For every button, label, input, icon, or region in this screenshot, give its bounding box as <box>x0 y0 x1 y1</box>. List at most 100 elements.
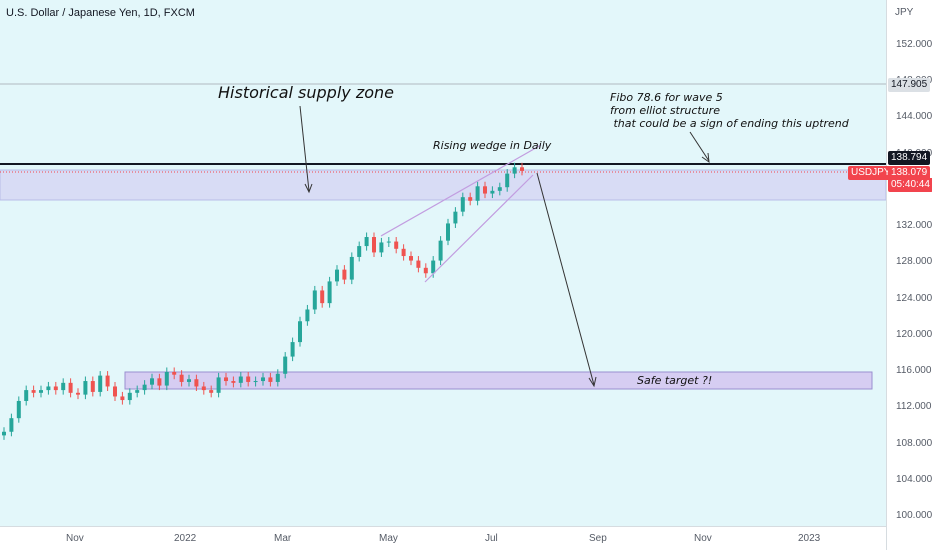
time-tick-label: 2023 <box>798 533 821 544</box>
candle-body[interactable] <box>305 309 310 322</box>
candle-body[interactable] <box>320 290 325 304</box>
candle-body[interactable] <box>238 376 243 383</box>
candle-body[interactable] <box>490 190 495 194</box>
candle-body[interactable] <box>120 396 125 401</box>
fibo-label-line3: that could be a sign of ending this uptr… <box>610 117 849 130</box>
candle-body[interactable] <box>105 375 110 387</box>
candle-body[interactable] <box>24 390 29 401</box>
price-tick-label: 152.000 <box>896 39 932 50</box>
candle-body[interactable] <box>164 371 169 386</box>
candle-body[interactable] <box>61 382 66 391</box>
candle-body[interactable] <box>364 237 369 247</box>
candle-body[interactable] <box>187 379 191 382</box>
candle-body[interactable] <box>98 375 103 392</box>
candle-body[interactable] <box>520 167 524 171</box>
candle-body[interactable] <box>298 321 302 343</box>
candle-body[interactable] <box>90 381 95 392</box>
safe-target-label: Safe target ?! <box>637 374 713 387</box>
candle-body[interactable] <box>261 377 265 382</box>
candle-body[interactable] <box>53 386 58 391</box>
chart-pane[interactable]: U.S. Dollar / Japanese Yen, 1D, FXCM His… <box>0 0 886 526</box>
candle-body[interactable] <box>327 281 332 304</box>
candlestick-chart[interactable] <box>0 0 886 526</box>
candle-body[interactable] <box>468 197 473 201</box>
candle-body[interactable] <box>460 197 465 212</box>
target-arrow[interactable] <box>536 172 597 388</box>
candle-body[interactable] <box>372 237 376 253</box>
candle-body[interactable] <box>216 377 221 393</box>
candle-body[interactable] <box>201 386 206 391</box>
candle-body[interactable] <box>231 381 236 383</box>
price-tick-label: 108.000 <box>896 437 932 449</box>
candle-body[interactable] <box>83 381 88 395</box>
candle-body[interactable] <box>475 186 480 201</box>
candle-body[interactable] <box>76 392 80 395</box>
fibo-label-line2: from elliot structure <box>610 104 720 117</box>
wedge-upper-line[interactable] <box>380 144 542 237</box>
candle-body[interactable] <box>209 390 214 393</box>
candle-body[interactable] <box>283 356 288 374</box>
candle-body[interactable] <box>179 374 184 382</box>
candle-body[interactable] <box>113 386 117 397</box>
candle-body[interactable] <box>194 379 199 387</box>
time-axis[interactable]: Nov 2022 Mar May Jul Sep Nov 2023 <box>0 526 886 550</box>
candle-body[interactable] <box>2 431 6 436</box>
candle-body[interactable] <box>275 373 280 382</box>
candle-body[interactable] <box>349 256 354 280</box>
candle-body[interactable] <box>453 211 458 224</box>
resistance-price-badge: 138.794 <box>888 151 931 165</box>
time-tick-label: Nov <box>66 533 84 544</box>
price-tick-label: 100.000 <box>896 510 932 521</box>
candle-body[interactable] <box>438 240 443 261</box>
candle-body[interactable] <box>157 378 162 386</box>
supply-zone-box[interactable] <box>0 169 886 201</box>
price-tick-label: 144.000 <box>896 111 932 123</box>
candle-body[interactable] <box>423 267 428 274</box>
candle-body[interactable] <box>335 269 339 282</box>
candle-body[interactable] <box>512 167 517 174</box>
candle-body[interactable] <box>39 390 43 393</box>
symbol-title[interactable]: U.S. Dollar / Japanese Yen, 1D, FXCM <box>6 7 195 19</box>
candles-group <box>2 162 524 440</box>
currency-label: JPY <box>895 7 914 18</box>
candle-body[interactable] <box>68 382 73 393</box>
candle-body[interactable] <box>401 248 406 257</box>
candle-body[interactable] <box>394 241 399 249</box>
candle-body[interactable] <box>150 378 154 385</box>
price-tick-label: 104.000 <box>896 473 932 485</box>
price-tick-label: 112.000 <box>896 401 932 413</box>
candle-body[interactable] <box>483 186 487 194</box>
candle-body[interactable] <box>290 342 295 357</box>
candle-body[interactable] <box>31 390 36 393</box>
candle-body[interactable] <box>9 418 14 432</box>
fibo-arrow[interactable] <box>689 131 710 164</box>
candle-body[interactable] <box>172 371 177 375</box>
candle-body[interactable] <box>342 269 347 280</box>
wedge-lower-line[interactable] <box>424 174 534 283</box>
candle-body[interactable] <box>386 241 391 243</box>
candle-body[interactable] <box>379 242 384 253</box>
candle-body[interactable] <box>312 290 317 310</box>
candle-body[interactable] <box>268 377 273 382</box>
candle-body[interactable] <box>409 256 413 261</box>
time-tick-label: Jul <box>485 533 498 544</box>
candle-body[interactable] <box>505 173 510 188</box>
safe-target-box[interactable] <box>124 371 873 390</box>
ticker-badge[interactable]: USDJPY <box>848 166 894 180</box>
candle-body[interactable] <box>142 384 147 391</box>
candle-body[interactable] <box>357 246 362 257</box>
candle-body[interactable] <box>224 377 228 382</box>
candle-body[interactable] <box>497 187 502 191</box>
candle-body[interactable] <box>416 260 421 268</box>
candle-body[interactable] <box>253 381 258 383</box>
candle-body[interactable] <box>46 386 51 391</box>
candle-body[interactable] <box>431 260 436 274</box>
candle-body[interactable] <box>16 400 21 419</box>
candle-body[interactable] <box>127 392 132 401</box>
supply-arrow[interactable] <box>299 105 313 194</box>
candle-body[interactable] <box>135 390 140 393</box>
wedge-label: Rising wedge in Daily <box>433 139 552 152</box>
candle-body[interactable] <box>246 376 251 382</box>
candle-body[interactable] <box>446 223 450 241</box>
fibo-label-line1: Fibo 78.6 for wave 5 <box>610 91 723 104</box>
